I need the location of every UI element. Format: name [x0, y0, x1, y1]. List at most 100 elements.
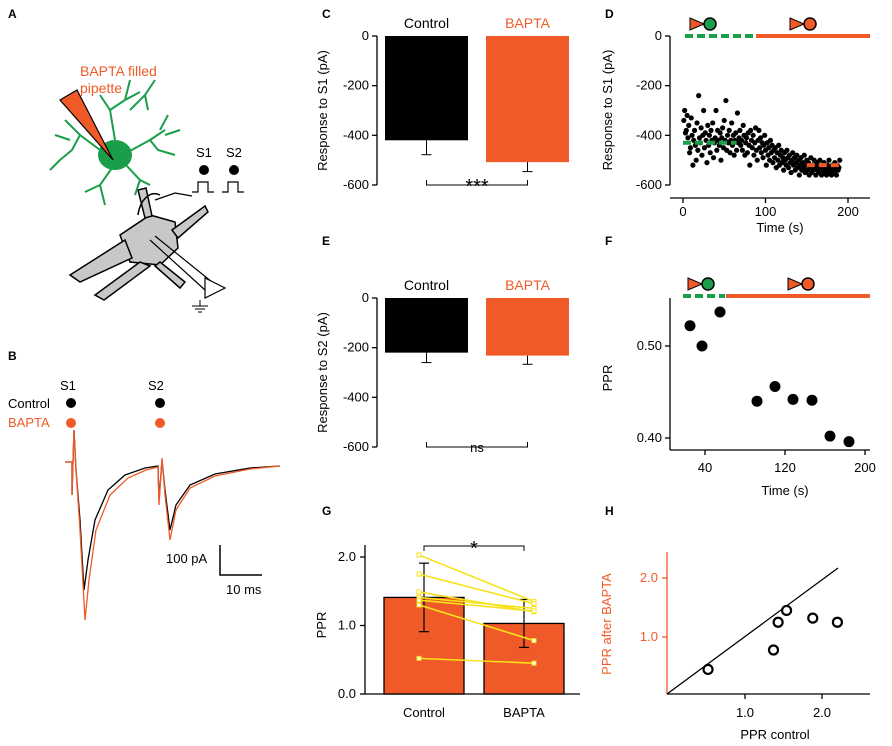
data-point [704, 160, 710, 166]
data-point [737, 127, 743, 133]
data-point [706, 132, 713, 138]
data-point [729, 120, 735, 126]
bar-control [385, 298, 468, 353]
x-axis-label: Time (s) [761, 483, 808, 498]
trace-s1-label: S1 [60, 378, 76, 393]
pipette-label-1: BAPTA filled [80, 63, 157, 79]
data-point [824, 430, 836, 442]
legend-control-dot-s1 [66, 398, 76, 408]
bar-bapta [486, 36, 569, 163]
data-point [807, 612, 819, 624]
x-axis-label: Time (s) [756, 220, 803, 235]
y-tick-label: -600 [636, 177, 662, 192]
data-point [754, 157, 760, 163]
data-point [721, 117, 727, 124]
data-point [713, 107, 719, 114]
panel-label-c: C [322, 7, 331, 21]
y-tick-label: 0.0 [338, 686, 356, 701]
pipette-icon [687, 277, 704, 291]
data-point [744, 150, 750, 156]
stim-pulses [192, 181, 244, 193]
y-tick-label: 0.50 [637, 338, 662, 353]
data-point [710, 155, 717, 161]
paired-point [416, 602, 422, 608]
data-point [796, 172, 802, 178]
legend-control-dot-s2 [155, 398, 165, 408]
data-point [701, 145, 708, 151]
x-tick-label: 200 [854, 460, 876, 475]
panel-a-schematic: BAPTA filled pipette S1 S2 [49, 63, 244, 313]
data-point [699, 152, 705, 158]
data-point [757, 145, 763, 151]
y-tick-label: 0 [655, 28, 662, 43]
data-point [710, 120, 716, 126]
scale-bar [219, 545, 262, 576]
y-tick-label: 1.0 [640, 629, 658, 644]
green-cell-icon [701, 277, 715, 291]
data-point [738, 142, 744, 148]
grey-neuron-icon [68, 187, 209, 301]
significance-label: *** [465, 176, 489, 198]
bar-bapta [486, 298, 569, 356]
panel-label-a: A [8, 7, 17, 21]
y-tick-label: -400 [343, 127, 369, 142]
data-point [685, 135, 691, 141]
x-tick-label: 200 [837, 204, 859, 219]
panel-b-traces: S1 S2 Control BAPTA 100 pA 10 ms [8, 378, 281, 621]
category-label-bapta: BAPTA [505, 15, 551, 31]
legend-control-label: Control [8, 396, 50, 411]
data-point [707, 150, 713, 156]
y-axis-label: Response to S2 (pA) [315, 312, 330, 433]
data-point [696, 93, 702, 99]
significance-bracket [426, 442, 528, 448]
x-tick-label: 2.0 [813, 705, 831, 720]
y-tick-label: 0 [362, 290, 369, 305]
panel-label-e: E [322, 234, 330, 248]
data-point [837, 157, 843, 163]
recording-electrode-line [149, 239, 206, 291]
significance-label: * [470, 538, 478, 560]
data-point [693, 157, 699, 163]
data-point [747, 162, 753, 168]
paired-point [416, 655, 422, 661]
stim-s1-label: S1 [196, 145, 212, 160]
data-point [686, 122, 692, 128]
y-tick-label: -200 [343, 340, 369, 355]
trace-bapta [65, 429, 281, 621]
orange-cell-icon [801, 277, 815, 291]
y-tick-label: 2.0 [640, 570, 658, 585]
unity-line [666, 567, 839, 695]
bapta-pipette-icon [59, 89, 114, 161]
data-point [688, 115, 694, 121]
data-point [691, 127, 698, 133]
data-point [750, 132, 756, 138]
y-tick-label: 0 [362, 28, 369, 43]
data-point [734, 110, 741, 116]
data-point [689, 132, 695, 138]
data-point [787, 393, 799, 405]
chart-h: 1.0 1.0 2.0 2.0 PPR after BAPTA PPR control [599, 552, 870, 742]
panel-label-b: B [8, 349, 17, 363]
data-point [757, 135, 764, 141]
data-point [781, 167, 787, 173]
x-tick-label: 120 [774, 460, 796, 475]
data-point [794, 152, 800, 158]
data-point [748, 127, 754, 133]
green-cell-icon [703, 17, 717, 31]
data-point [806, 394, 818, 406]
data-point [687, 145, 694, 151]
stim-s2-dot [229, 165, 239, 175]
data-point [714, 147, 720, 153]
panel-label-d: D [605, 7, 614, 21]
data-point [756, 127, 762, 133]
data-point [767, 644, 780, 656]
trace-s2-label: S2 [148, 378, 164, 393]
paired-line [418, 604, 535, 642]
legend-bapta-dot-s1 [66, 418, 76, 428]
data-point [767, 137, 774, 143]
panel-label-g: G [322, 504, 331, 518]
paired-point [416, 552, 422, 558]
stim-s2-label: S2 [226, 145, 242, 160]
data-point [775, 157, 781, 163]
panel-label-h: H [605, 504, 614, 518]
